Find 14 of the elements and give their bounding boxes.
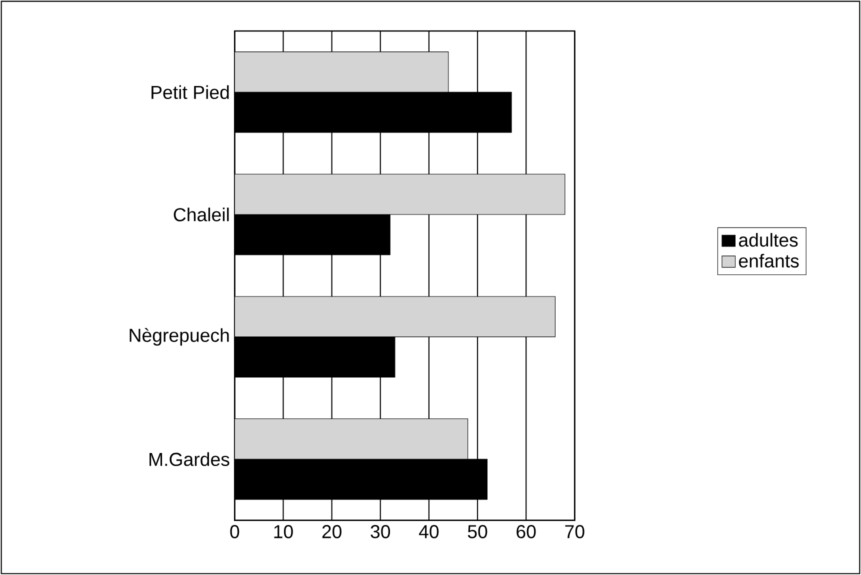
y-tick-label: Petit Pied	[152, 85, 229, 100]
x-tick-label: 0	[230, 525, 240, 538]
y-tick-label: M.Gardes	[150, 452, 230, 466]
y-tick-label: Chaleil	[174, 208, 229, 222]
legend-label: enfants	[738, 254, 799, 268]
x-tick-label: 30	[370, 525, 390, 538]
x-tick-label: 20	[322, 525, 342, 538]
x-tick-label: 50	[468, 525, 488, 538]
x-tick-label: 40	[418, 525, 439, 538]
x-tick-label: 70	[565, 525, 584, 538]
x-tick-label: 10	[274, 525, 293, 538]
legend-label: adultes	[738, 233, 798, 247]
y-tick-label: Nègrepuech	[130, 328, 229, 346]
x-tick-label: 60	[516, 525, 536, 538]
